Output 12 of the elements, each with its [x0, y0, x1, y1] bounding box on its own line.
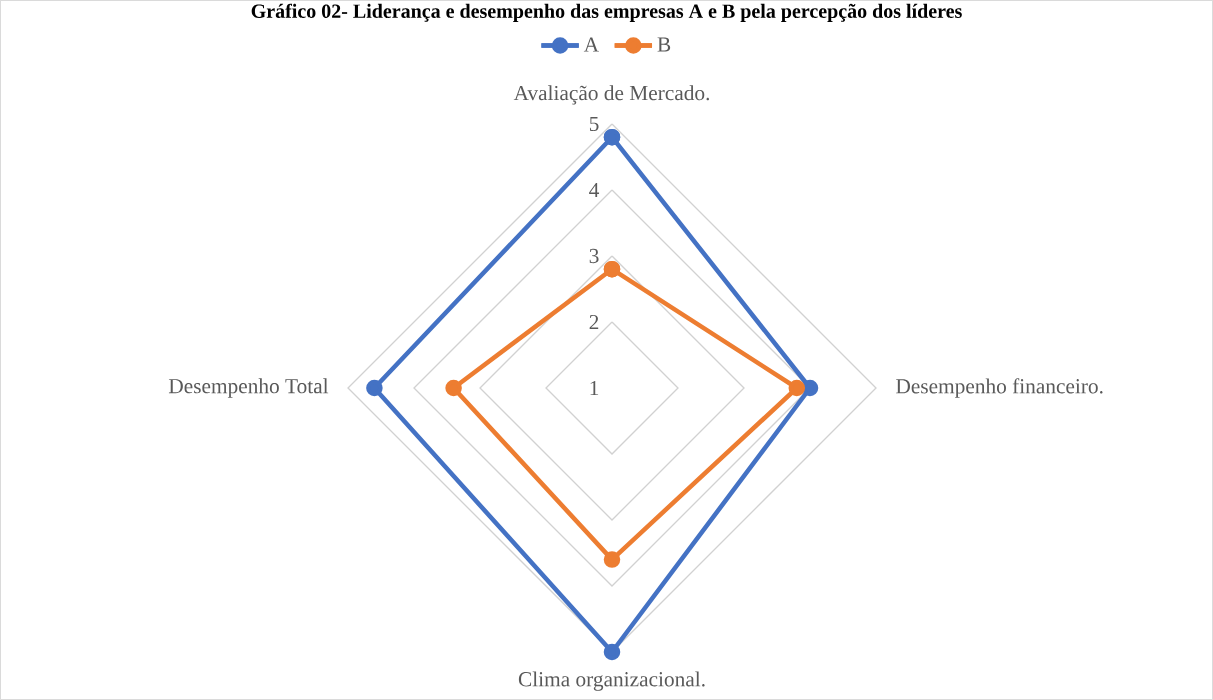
legend-label: A — [583, 37, 599, 52]
y-tick-label: 2 — [589, 314, 599, 330]
y-tick-label: 4 — [589, 182, 600, 198]
spoke-label: Desempenho Total — [168, 378, 329, 398]
y-tick-label: 3 — [589, 248, 599, 264]
spoke-label: Avaliação de Mercado. — [513, 85, 710, 105]
y-tick-label: 1 — [590, 380, 599, 396]
y-tick-label: 5 — [589, 116, 599, 132]
legend-label: B — [657, 37, 671, 52]
spoke-label: Desempenho financeiro. — [896, 378, 1103, 398]
spoke-label: Clima organizacional. — [518, 671, 705, 691]
chart-title: Gráfico 02- Liderança e desempenho das empresas A e B pela percepção dos líderes — [251, 3, 962, 22]
